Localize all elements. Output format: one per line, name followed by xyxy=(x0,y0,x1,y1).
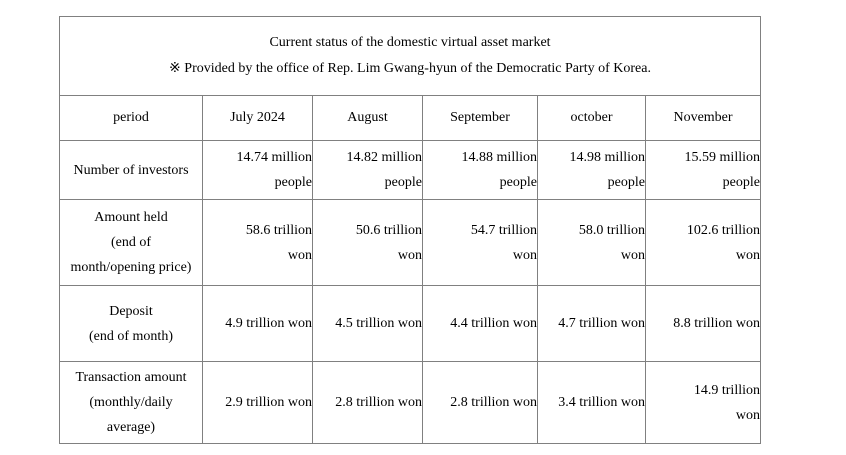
cell-deposit-august: 4.5 trillion won xyxy=(312,285,423,362)
cell-transaction-july: 2.9 trillion won xyxy=(202,361,313,444)
row-label-number-of-investors: Number of investors xyxy=(59,140,203,200)
cell-amount-held-august: 50.6 trillion won xyxy=(312,199,423,286)
virtual-asset-market-table: Current status of the domestic virtual a… xyxy=(59,16,761,444)
table-caption: Current status of the domestic virtual a… xyxy=(59,16,761,96)
cell-transaction-september: 2.8 trillion won xyxy=(422,361,538,444)
cell-transaction-august: 2.8 trillion won xyxy=(312,361,423,444)
cell-amount-held-october: 58.0 trillion won xyxy=(537,199,646,286)
header-row: period July 2024 August September octobe… xyxy=(59,95,761,141)
column-header-september: September xyxy=(422,95,538,141)
row-deposit: Deposit (end of month) 4.9 trillion won … xyxy=(59,285,761,362)
row-label-deposit: Deposit (end of month) xyxy=(59,285,203,362)
row-label-transaction-amount: Transaction amount (monthly/daily averag… xyxy=(59,361,203,444)
column-header-august: August xyxy=(312,95,423,141)
cell-deposit-october: 4.7 trillion won xyxy=(537,285,646,362)
row-label-amount-held: Amount held (end of month/opening price) xyxy=(59,199,203,286)
cell-investors-november: 15.59 million people xyxy=(645,140,761,200)
cell-deposit-september: 4.4 trillion won xyxy=(422,285,538,362)
cell-transaction-november: 14.9 trillion won xyxy=(645,361,761,444)
row-transaction-amount: Transaction amount (monthly/daily averag… xyxy=(59,361,761,444)
cell-amount-held-july: 58.6 trillion won xyxy=(202,199,313,286)
column-header-period: period xyxy=(59,95,203,141)
caption-row: Current status of the domestic virtual a… xyxy=(59,16,761,96)
column-header-october: october xyxy=(537,95,646,141)
cell-investors-september: 14.88 million people xyxy=(422,140,538,200)
cell-investors-october: 14.98 million people xyxy=(537,140,646,200)
table-source-note: ※ Provided by the office of Rep. Lim Gwa… xyxy=(169,61,651,76)
row-number-of-investors: Number of investors 14.74 million people… xyxy=(59,140,761,200)
column-header-november: November xyxy=(645,95,761,141)
cell-deposit-july: 4.9 trillion won xyxy=(202,285,313,362)
column-header-july-2024: July 2024 xyxy=(202,95,313,141)
cell-amount-held-november: 102.6 trillion won xyxy=(645,199,761,286)
table-title: Current status of the domestic virtual a… xyxy=(269,35,551,50)
row-amount-held: Amount held (end of month/opening price)… xyxy=(59,199,761,286)
cell-investors-july: 14.74 million people xyxy=(202,140,313,200)
cell-investors-august: 14.82 million people xyxy=(312,140,423,200)
cell-transaction-october: 3.4 trillion won xyxy=(537,361,646,444)
cell-amount-held-september: 54.7 trillion won xyxy=(422,199,538,286)
cell-deposit-november: 8.8 trillion won xyxy=(645,285,761,362)
